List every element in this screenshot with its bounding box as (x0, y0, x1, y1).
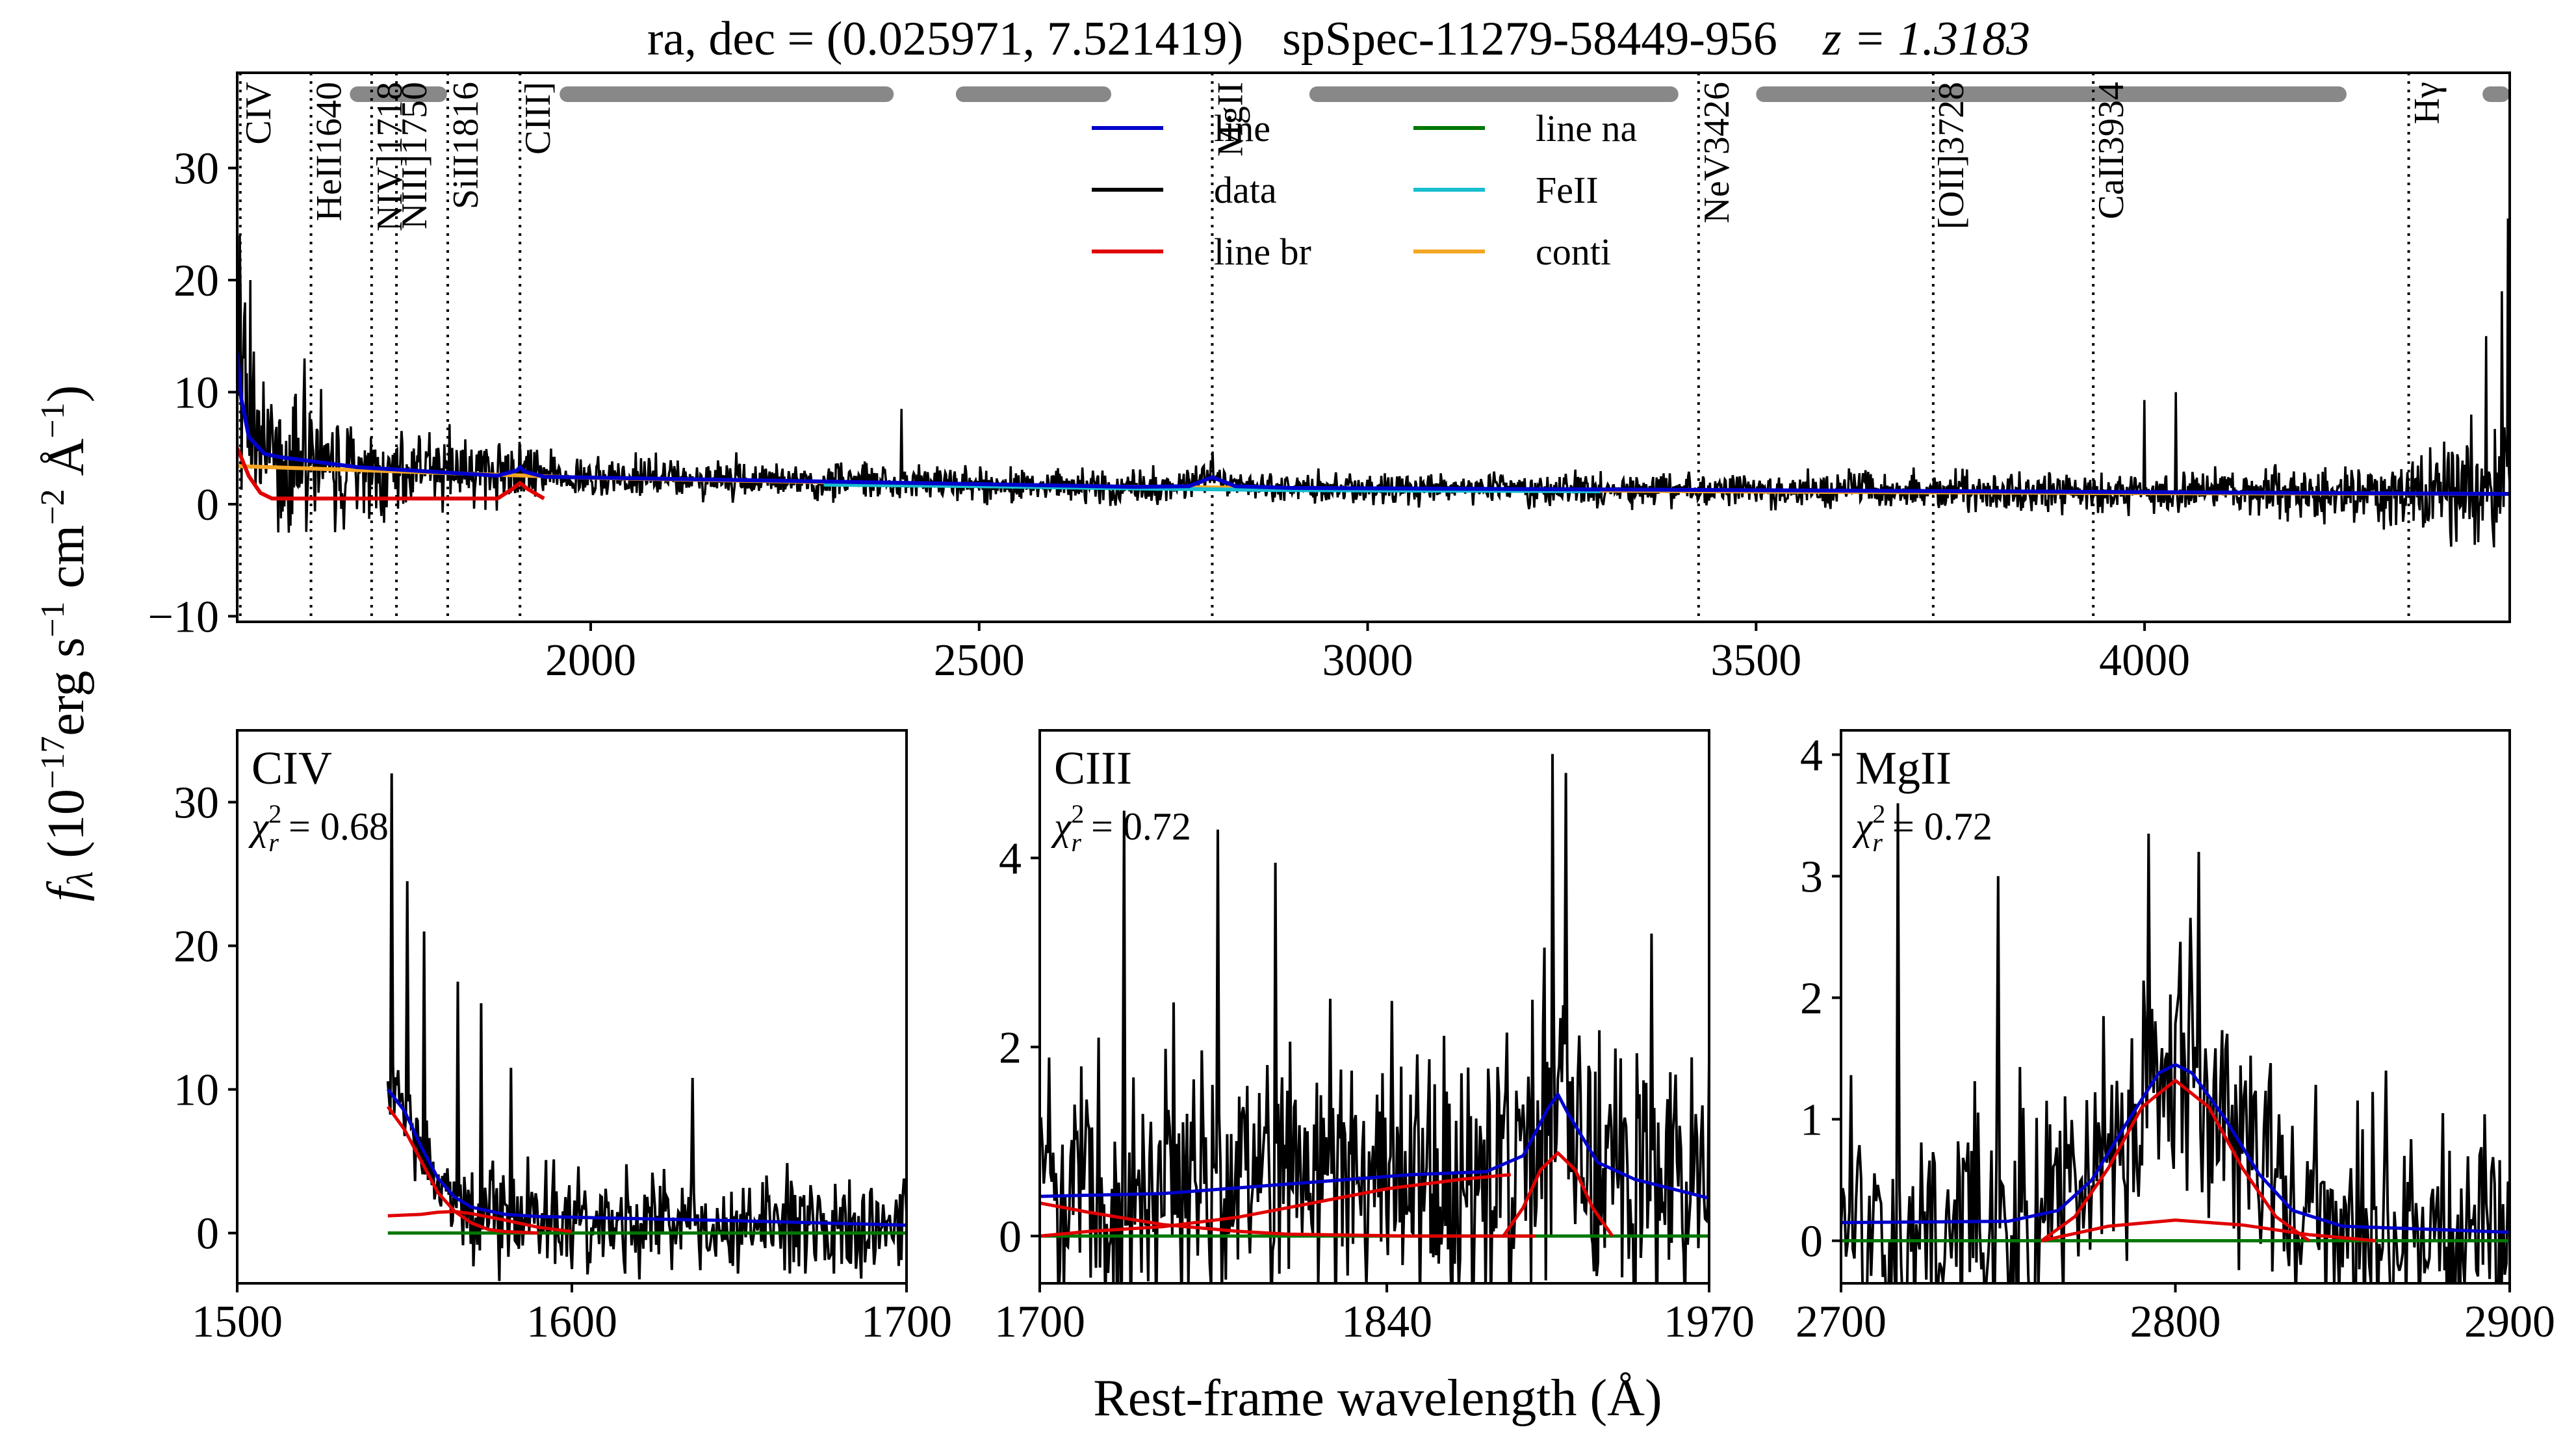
full-spectrum-plot-area (237, 73, 2510, 622)
CIII-frame (1038, 729, 1710, 1285)
CIII-series-line-0 (1040, 1092, 1709, 1200)
CIII-series-data (1040, 754, 1709, 1283)
CIII-series-line-br-0 (1040, 1173, 1512, 1238)
MgII-ytick-label: 3 (1800, 852, 1823, 902)
x-axis-title: Rest-frame wavelength (Å) (1093, 1370, 1662, 1427)
legend-label-line: line (1214, 107, 1270, 149)
MgII-ytick-label: 0 (1800, 1217, 1823, 1267)
CIV-chi2-label: χ2 r = 0.68 (248, 799, 389, 857)
ylabel-close: ) (38, 385, 95, 403)
full-spectrum-ytick-label: 20 (174, 256, 219, 306)
ylabel-exp4: −1 (34, 402, 71, 438)
full-spectrum-panel: 2000 2500 3000 3500 4000 −10 0 10 20 30 CIV HeII164… (148, 71, 2511, 686)
full-spectrum-xtick-label: 2500 (934, 635, 1025, 686)
ylabel-erg: erg s (38, 637, 95, 736)
ylabel-exp2: −1 (34, 602, 71, 637)
title-redshift: z = 1.3183 (1822, 12, 2030, 66)
line-marker-label-SiII1816: SiII1816 (446, 82, 486, 209)
legend-label-line_na: line na (1536, 107, 1637, 149)
CIII-xtick-label: 1840 (1341, 1297, 1432, 1347)
MgII-chi2-label: χ2 r = 0.72 (1852, 799, 1992, 857)
line-marker-label-NeV3426: NeV3426 (1697, 82, 1737, 224)
line-marker-label-NIV]1718: NIV]1718 (370, 82, 410, 231)
CIII-series-line-br-2 (1502, 1151, 1614, 1237)
legend-label-feii: FeII (1536, 169, 1599, 211)
CIII-chi2-label: χ2 r = 0.72 (1051, 799, 1191, 857)
title-spec-id: spSpec-11279-58449-956 (1282, 12, 1777, 66)
line-marker-label-Hγ: Hγ (2407, 82, 2447, 124)
CIII-xtick-label: 1700 (994, 1297, 1085, 1347)
MgII-ytick-label: 4 (1800, 730, 1823, 780)
CIII-panel-title: CIII (1054, 742, 1132, 794)
MgII-plot-area (1841, 803, 2510, 1283)
full-spectrum-series-FeII-0 (823, 482, 1601, 494)
ylabel-angstrom: Å (38, 439, 95, 489)
MgII-ytick-label: 2 (1800, 973, 1823, 1023)
full-spectrum-ytick-label: 30 (174, 144, 219, 194)
ylabel-exp1: −17 (34, 736, 71, 789)
full-spectrum-ytick-label: −10 (148, 592, 219, 642)
CIV-ytick-label: 30 (174, 778, 219, 828)
line-marker-label-CIV: CIV (238, 82, 279, 144)
full-spectrum-series-line-br-0 (237, 447, 545, 501)
full-spectrum-series-data (237, 218, 2510, 548)
full-spectrum-ytick-label: 0 (196, 480, 219, 530)
full-spectrum-xtick-label: 3500 (1710, 635, 1801, 686)
CIII-xtick-label: 1970 (1664, 1297, 1755, 1347)
ylabel-prefix: (10 (38, 789, 95, 871)
CIV-ytick-label: 0 (196, 1209, 219, 1259)
line-marker-label-CIII]: CIII] (518, 82, 558, 155)
MgII-series-line-0 (1841, 1062, 2510, 1234)
CIV-series-line-0 (386, 1088, 907, 1227)
legend-label-conti: conti (1536, 231, 1611, 273)
MgII-xtick-label: 2800 (2130, 1297, 2221, 1347)
CIII-ytick-label: 0 (999, 1212, 1022, 1262)
y-axis-title: fλ (10−17erg s−1 cm−2 Å−1) (34, 385, 101, 901)
MgII-series-line-br-0 (2041, 1079, 2310, 1242)
line-marker-label-[OII]3728: [OII]3728 (1931, 82, 1972, 229)
line-marker-label-MgII: MgII (1210, 82, 1250, 157)
ylabel-cm: cm (38, 525, 95, 602)
MgII-panel-title: MgII (1855, 742, 1951, 794)
CIV-series-data (386, 773, 907, 1281)
MgII-ytick-label: 1 (1800, 1096, 1823, 1146)
MgII-series-data (1841, 803, 2510, 1283)
MgII-series-line-br-1 (2041, 1218, 2376, 1242)
legend-label-line_br: line br (1214, 231, 1311, 273)
title-coordinates: ra, dec = (0.025971, 7.521419) (647, 12, 1243, 66)
ylabel-lambda: λ (60, 871, 101, 888)
MgII-xtick-label: 2900 (2464, 1297, 2555, 1347)
legend-label-data: data (1214, 169, 1277, 211)
CIV-ytick-label: 10 (174, 1066, 219, 1116)
CIV-panel-title: CIV (251, 742, 332, 794)
figure-title: ra, dec = (0.025971, 7.521419) spSpec-112… (647, 12, 2030, 66)
full-spectrum-xtick-label: 2000 (545, 635, 636, 686)
CIII-series-line-br-1 (1040, 1201, 1536, 1238)
full-spectrum-series-line-0 (237, 352, 2510, 496)
full-spectrum-ytick-label: 10 (174, 368, 219, 418)
line-marker-label-HeII1640: HeII1640 (309, 82, 350, 222)
CIV-ytick-label: 20 (174, 922, 219, 972)
ylabel-exp3: −2 (34, 489, 71, 525)
CIV-xtick-label: 1700 (861, 1297, 952, 1347)
CIII-ytick-label: 2 (999, 1023, 1022, 1073)
full-spectrum-frame (236, 71, 2511, 623)
CIV-xtick-label: 1500 (192, 1297, 283, 1347)
CIII-ytick-label: 4 (999, 834, 1022, 884)
CIV-series-line-br-1 (387, 1210, 573, 1233)
CIV-plot-area (386, 773, 907, 1281)
full-spectrum-xtick-label: 4000 (2099, 635, 2190, 686)
line-marker-label-CaII3934: CaII3934 (2091, 82, 2132, 220)
line-marker-label-NIII]1750: NIII]1750 (394, 82, 435, 229)
CIV-xtick-label: 1600 (526, 1297, 617, 1347)
full-spectrum-xtick-label: 3000 (1322, 635, 1413, 686)
MgII-xtick-label: 2700 (1796, 1297, 1887, 1347)
CIII-plot-area (1040, 754, 1709, 1283)
